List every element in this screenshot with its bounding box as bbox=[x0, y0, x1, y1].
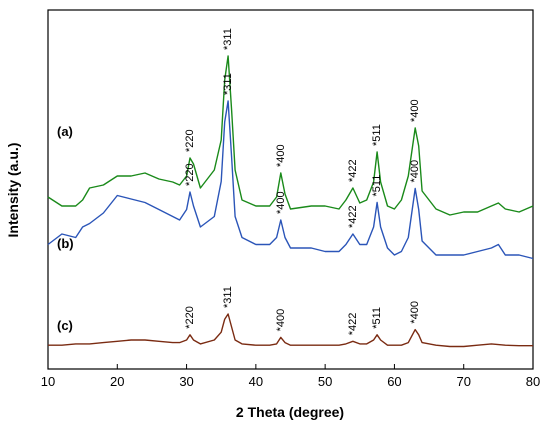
peak-label: *220 bbox=[184, 306, 196, 329]
series-layer bbox=[47, 55, 534, 348]
peak-label: *511 bbox=[371, 124, 383, 146]
x-tick-label: 80 bbox=[526, 374, 540, 389]
y-axis-title: Intensity (a.u.) bbox=[5, 143, 21, 238]
x-tick-label: 30 bbox=[179, 374, 193, 389]
peak-label: *400 bbox=[275, 144, 287, 167]
series-label: (a) bbox=[57, 124, 73, 139]
peak-labels: *220 *311 *400 *422 *511 *400 *220 *311 *400 *422… bbox=[184, 28, 421, 335]
series-label: (c) bbox=[57, 318, 73, 333]
peak-label: *220 bbox=[184, 163, 196, 186]
series-line-b bbox=[47, 100, 534, 260]
x-tick-label: 70 bbox=[456, 374, 470, 389]
peak-label: *311 bbox=[222, 28, 234, 50]
x-tick-label: 60 bbox=[387, 374, 401, 389]
peak-label: *422 bbox=[347, 313, 359, 336]
peak-label: *400 bbox=[409, 160, 421, 183]
series-line-c bbox=[48, 313, 533, 348]
peak-label: *511 bbox=[371, 175, 383, 197]
peak-label: *400 bbox=[275, 309, 287, 332]
x-tick-label: 10 bbox=[41, 374, 55, 389]
peak-label: *400 bbox=[275, 191, 287, 214]
x-tick-label: 20 bbox=[110, 374, 124, 389]
peak-label: *220 bbox=[184, 129, 196, 152]
series-label: (b) bbox=[57, 236, 74, 251]
peak-label: *511 bbox=[371, 307, 383, 329]
peak-label: *311 bbox=[222, 286, 234, 308]
peak-label: *311 bbox=[222, 73, 234, 95]
x-axis-title: 2 Theta (degree) bbox=[236, 404, 344, 420]
x-tick-label: 50 bbox=[318, 374, 332, 389]
peak-label: *422 bbox=[347, 159, 359, 182]
peak-label: *422 bbox=[347, 205, 359, 228]
peak-label: *400 bbox=[409, 301, 421, 324]
series-line-a bbox=[47, 55, 534, 216]
plot-frame bbox=[47, 9, 534, 370]
x-tick-label: 40 bbox=[249, 374, 263, 389]
series-labels: (a) (b) (c) bbox=[57, 124, 74, 333]
x-axis-ticks: 10 20 30 40 50 60 70 80 bbox=[41, 364, 540, 389]
peak-label: *400 bbox=[409, 99, 421, 122]
